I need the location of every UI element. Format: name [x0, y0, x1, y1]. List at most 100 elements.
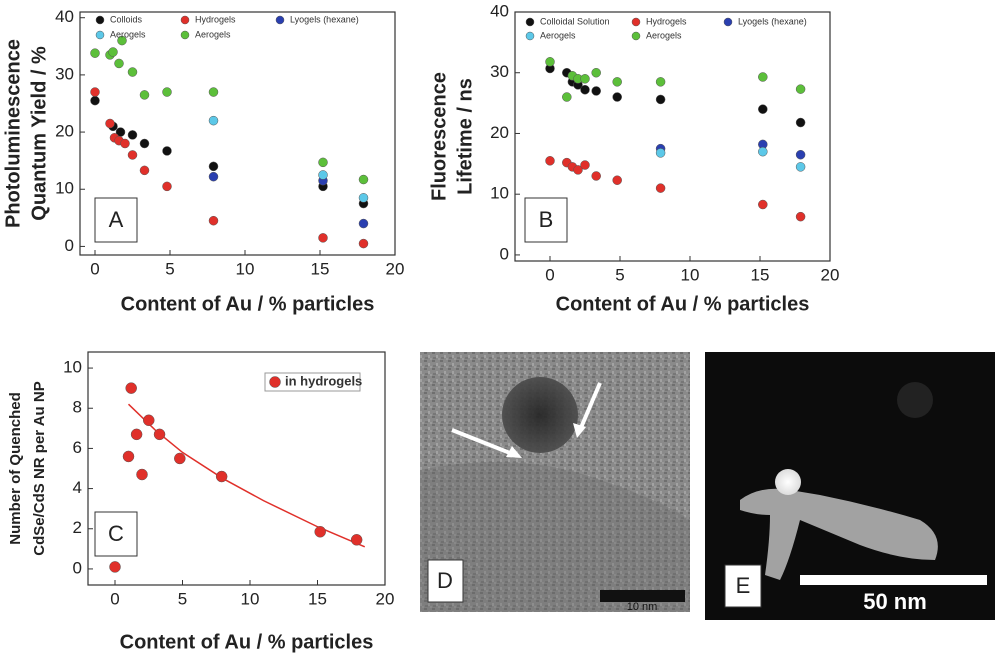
data-point	[143, 414, 155, 427]
data-point	[318, 157, 328, 168]
data-point	[215, 470, 228, 483]
plot-frame	[87, 351, 386, 586]
panel-label: D	[437, 568, 453, 593]
data-point	[90, 48, 100, 58]
data-point	[162, 87, 172, 97]
data-point	[153, 428, 166, 441]
chart: 0 5 10 15 20 0 10 20 30 40 Content of Au / % parti…	[2, 7, 404, 315]
legend-label: in hydrogels	[285, 373, 362, 388]
data-point	[655, 94, 666, 105]
y-tick-label: 10	[63, 358, 82, 377]
data-point	[655, 183, 666, 193]
y-tick-label: 20	[490, 123, 509, 142]
haadf-image: E 50 nm	[705, 352, 995, 620]
data-point	[208, 171, 219, 182]
data-point	[358, 193, 369, 203]
legend-label: Colloids	[110, 14, 143, 24]
data-point	[208, 115, 219, 126]
data-point	[174, 452, 186, 465]
x-tick-label: 15	[311, 259, 330, 278]
data-point	[208, 161, 219, 172]
x-tick-label: 15	[308, 589, 327, 608]
data-point	[573, 165, 583, 175]
data-point	[318, 233, 328, 243]
data-point	[139, 138, 150, 149]
scale-bar-label: 10 nm	[627, 601, 658, 613]
data-point	[795, 84, 806, 94]
x-axis-label: Content of Au / % particles	[121, 293, 375, 315]
data-point	[318, 170, 328, 180]
legend-marker	[723, 17, 733, 27]
data-point	[591, 67, 601, 78]
data-point	[127, 67, 138, 77]
legend-marker	[180, 15, 190, 25]
legend-label: Hydrogels	[646, 16, 687, 26]
legend-marker	[631, 31, 641, 41]
chart: 0 5 10 15 20 0 2 4 6 8 10 Content of Au / % particl…	[7, 351, 395, 653]
data-point	[580, 160, 590, 170]
data-point	[130, 428, 143, 441]
y-axis-label: Fluorescence	[428, 72, 450, 201]
x-tick-label: 5	[178, 589, 187, 608]
data-point	[120, 138, 130, 149]
data-point	[208, 215, 219, 226]
data-point	[591, 171, 601, 181]
data-point	[612, 92, 622, 102]
legend-marker	[269, 376, 281, 388]
data-point	[562, 92, 572, 102]
legend-marker	[95, 15, 105, 25]
y-tick-label: 4	[73, 478, 82, 497]
data-point	[127, 130, 138, 140]
y-tick-label: 40	[490, 1, 509, 20]
x-tick-label: 5	[615, 265, 624, 284]
panel-label-box	[524, 197, 568, 243]
panel-label: A	[109, 207, 124, 232]
y-tick-label: 8	[73, 398, 82, 417]
legend-label: Lyogels (hexane)	[738, 16, 807, 26]
data-point	[758, 104, 768, 114]
legend-frame	[264, 372, 361, 392]
data-point	[612, 175, 622, 185]
legend-marker	[525, 17, 535, 27]
panel-label-box	[94, 511, 138, 557]
data-point	[90, 87, 100, 97]
data-point	[90, 95, 100, 106]
legend-label: Aerogels	[110, 29, 146, 39]
y-axis-label: CdSe/CdS NR per Au NP	[31, 381, 48, 555]
legend-label: Hydrogels	[195, 14, 236, 24]
data-point	[795, 149, 806, 160]
panel-label: C	[108, 521, 124, 546]
data-point	[795, 211, 806, 222]
data-point	[758, 146, 768, 157]
data-point	[127, 150, 138, 160]
x-axis-label: Content of Au / % particles	[556, 293, 810, 315]
panel-label: E	[736, 573, 751, 598]
y-tick-label: 30	[490, 62, 509, 81]
data-point	[795, 162, 806, 172]
chart: 0 5 10 15 20 0 10 20 30 40 Content of Au / % parti…	[428, 1, 839, 315]
legend-label: Aerogels	[195, 29, 231, 39]
data-point	[655, 148, 666, 158]
y-tick-label: 20	[55, 122, 74, 141]
x-tick-label: 20	[821, 265, 840, 284]
x-tick-label: 10	[241, 589, 260, 608]
data-point	[612, 77, 622, 87]
x-tick-label: 20	[376, 589, 395, 608]
scale-bar-label: 50 nm	[863, 589, 927, 614]
data-point	[358, 218, 369, 229]
x-tick-label: 0	[545, 265, 554, 284]
data-point	[358, 174, 369, 185]
x-tick-label: 0	[90, 259, 99, 278]
legend-label: Aerogels	[540, 30, 576, 40]
data-point	[122, 450, 135, 463]
y-axis-label: Lifetime / ns	[454, 78, 476, 195]
legend-marker	[180, 30, 190, 40]
x-axis-label: Content of Au / % particles	[120, 631, 374, 653]
panel-label: B	[539, 207, 554, 232]
data-point	[580, 74, 590, 84]
y-tick-label: 30	[55, 64, 74, 83]
x-tick-label: 10	[236, 259, 255, 278]
x-tick-label: 5	[165, 259, 174, 278]
y-axis-label: Photoluminescence	[2, 39, 24, 228]
y-axis-label: Number of Quenched	[7, 392, 24, 545]
